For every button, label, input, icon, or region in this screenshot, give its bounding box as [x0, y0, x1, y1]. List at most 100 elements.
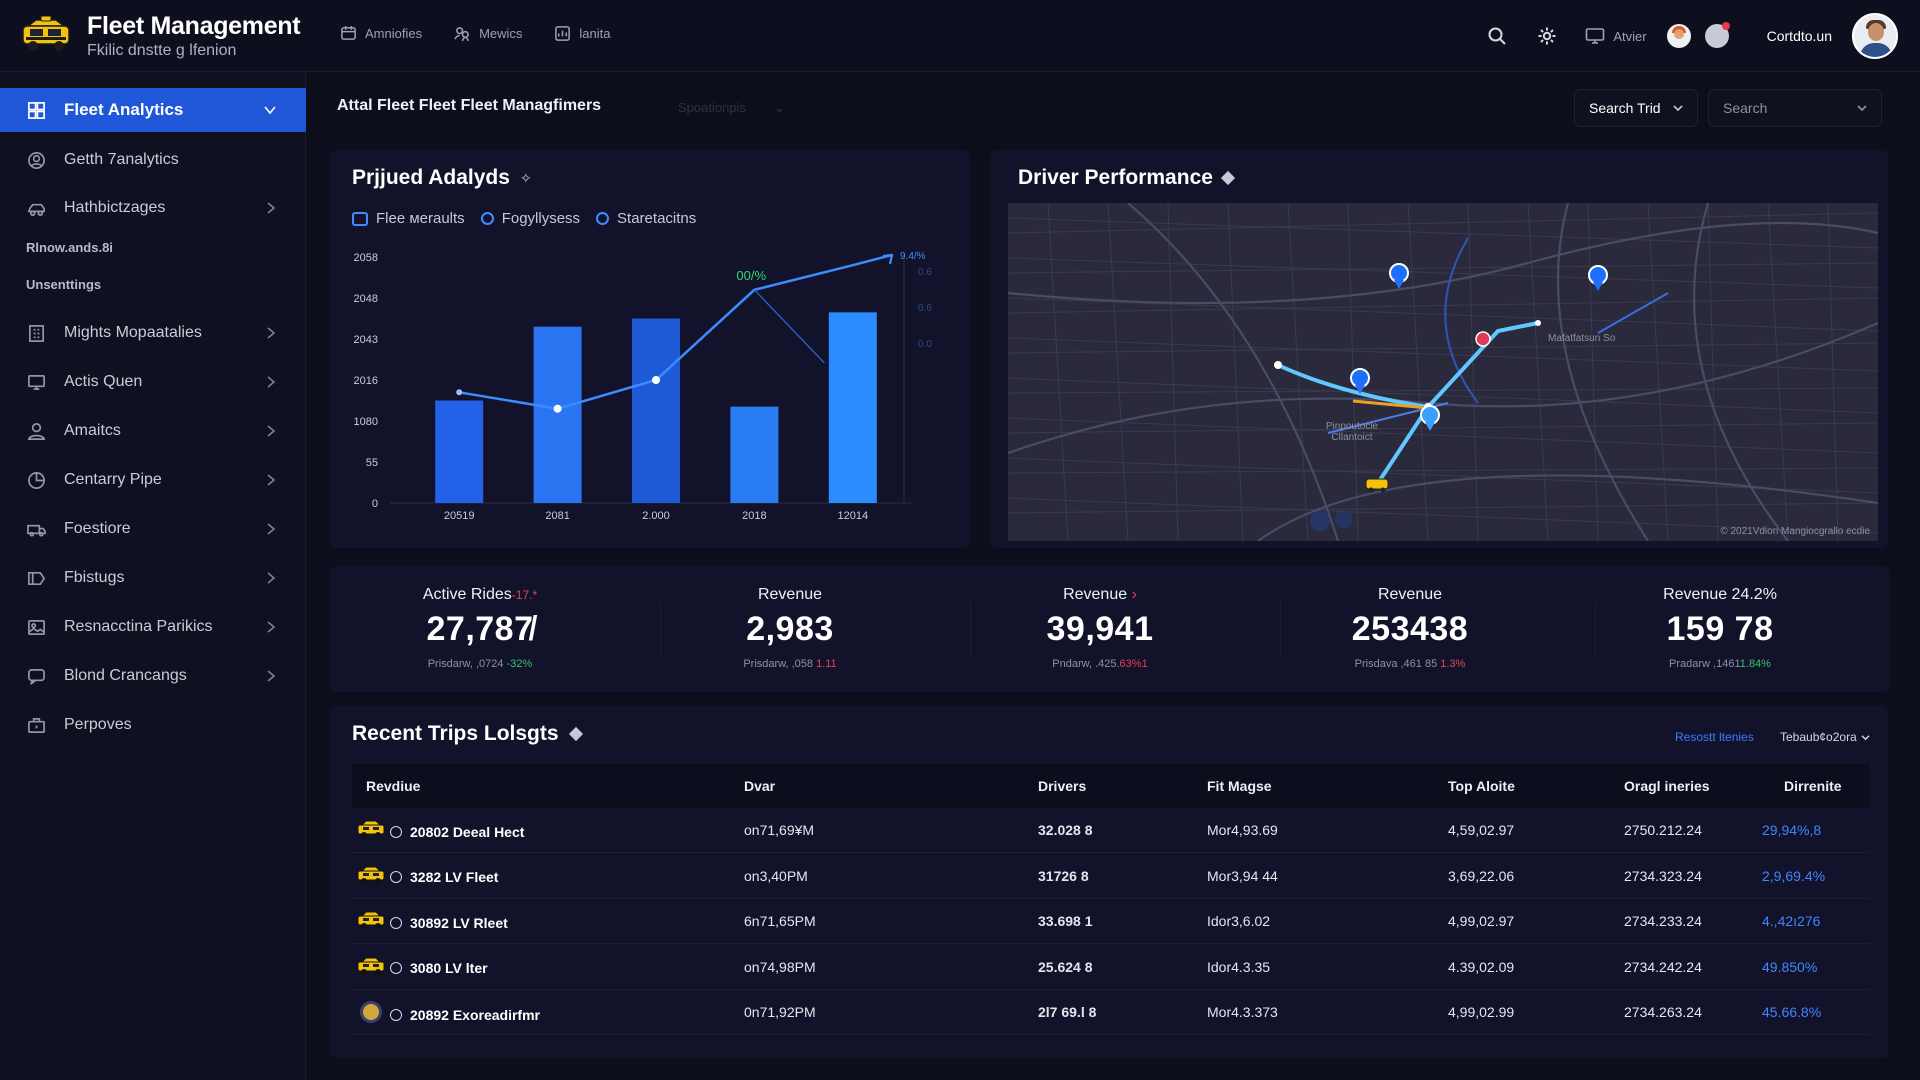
map-pin-icon[interactable]: [1420, 405, 1440, 431]
sidebar-item-foestiore[interactable]: Foestiore: [0, 509, 306, 549]
table-row[interactable]: 30892 LV Rleet 6n71,65PM 33.69‏1 8 Idor3,6.…: [352, 899, 1870, 944]
search-icon: [1488, 27, 1507, 45]
sidebar-item-mights[interactable]: Mights Mopaatalies: [0, 313, 306, 353]
column-header[interactable]: Dvar: [744, 778, 776, 794]
search-input[interactable]: Search: [1708, 89, 1882, 127]
legend-item[interactable]: Fogyllysess: [480, 210, 580, 227]
search-button[interactable]: [1479, 18, 1515, 54]
kpi-subtext: Prisdava ,461 85 1.3%: [1260, 658, 1560, 670]
sidebar-item-actis-quen[interactable]: Actis Quen: [0, 362, 306, 402]
settings-button[interactable]: [1529, 18, 1565, 54]
topnav-label: Amniofies: [365, 25, 423, 41]
table-cell: Mor4.3.373: [1207, 1004, 1278, 1020]
taxi-logo-icon[interactable]: [20, 16, 72, 56]
people-icon: [454, 26, 470, 41]
column-header[interactable]: Fit Magse: [1207, 778, 1272, 794]
trip-name: 20892 Exoreadirfmr: [410, 1006, 540, 1023]
sidebar-item-resnacctina[interactable]: Resnacctina Parikics: [0, 607, 306, 647]
column-header[interactable]: Drivers: [1038, 778, 1087, 794]
notification-bell-icon[interactable]: [1704, 22, 1730, 48]
table-row[interactable]: 3282 LV Fleet on3,40PM 31726 8 Mor3,94 44 3,…: [352, 854, 1870, 899]
topnav-item-amniofies[interactable]: Amniofies: [340, 22, 422, 44]
line-point: [456, 389, 463, 396]
monitor-toggle[interactable]: Atvier: [1579, 26, 1652, 46]
kpi-label: Revenue: [1377, 586, 1443, 603]
table-row[interactable]: 20892 Exoreadirfmr 0n71,92PM 2l7 69.l 8 Mor…: [352, 990, 1870, 1035]
sidebar-section-label: Unsenttings: [26, 277, 102, 292]
table-row[interactable]: 20802 Deeal Hect on71,69¥M 32.028 8 Mor4,93…: [352, 808, 1870, 853]
table-cell: 2734.242.24: [1624, 958, 1702, 975]
x-tick-label: 2018: [742, 510, 766, 522]
kpi-card[interactable]: Revenue › 39,941 Pndarw, .425.63%1: [950, 566, 1250, 692]
sidebar-section-label: Rlnow.ands.8i: [26, 240, 113, 255]
sidebar-item-blond-crancangs[interactable]: Blond Crancangs: [0, 656, 306, 696]
table-row[interactable]: 3080 LV lter on74,98PM 25.624 8 Idor4.3.35 4…: [352, 945, 1870, 990]
table-cell: 29,94%,8: [1762, 822, 1822, 838]
legend-label: Flee мeraults: [376, 210, 465, 227]
column-header[interactable]: Oragl ineries: [1624, 778, 1710, 794]
y-tick-label: 0: [372, 498, 378, 510]
chevron-right-icon: [266, 326, 276, 340]
ghost-filter[interactable]: Spoationpis ⌄: [678, 100, 785, 116]
table-link[interactable]: Resostt ltenies: [1675, 730, 1754, 744]
vehicle-icon: [26, 198, 46, 218]
chevron-right-icon: [266, 424, 276, 438]
table-cell: 2734.233.24: [1624, 913, 1702, 929]
sidebar-item-analytics[interactable]: Getth 7аnalytics: [0, 140, 306, 180]
team-avatar[interactable]: [1666, 24, 1691, 48]
kpi-card[interactable]: Revenue 2,983 Prisdarw, ,058 1.11: [640, 566, 940, 692]
map-pin-icon[interactable]: [1475, 331, 1491, 347]
sidebar-item-fbistugs[interactable]: Fbistugs: [0, 558, 306, 598]
kpi-delta: .63%1: [1116, 658, 1148, 670]
kpi-label-text: Active Rides: [422, 586, 512, 603]
map-pin-icon[interactable]: [1350, 368, 1370, 394]
sidebar: Fleet Analytics Getth 7аnalytics Hathbic…: [0, 72, 306, 1080]
sidebar-item-fleet-analytics[interactable]: Fleet Analytics: [0, 88, 306, 132]
sidebar-item-centarry-pipe[interactable]: Centarry Pipe: [0, 460, 306, 500]
taxi-marker-icon[interactable]: [1365, 478, 1389, 493]
user-avatar[interactable]: [1852, 13, 1898, 59]
chevron-right-icon: [266, 201, 276, 215]
legend-item[interactable]: Staretacitns: [596, 210, 696, 227]
topnav-item-lanita[interactable]: lanita: [554, 22, 611, 44]
kpi-card[interactable]: Revenue 253438 Prisdava ,461 85 1.3%: [1260, 566, 1560, 692]
table-sort-select[interactable]: Tebaub¢o2ora: [1780, 730, 1870, 744]
route-map[interactable]: Pinpoutocle Cllantoict Mafatfatsun So © …: [1008, 203, 1878, 541]
kpi-card[interactable]: Revenue 24.2% 159 78 Pradarw ,14611.84%: [1570, 566, 1870, 692]
truck-icon: [26, 519, 46, 539]
map-pin-icon[interactable]: [1588, 265, 1608, 291]
taxi-icon: [356, 910, 386, 935]
column-header[interactable]: Revdiue: [366, 778, 421, 794]
map-pin-icon[interactable]: [1389, 263, 1409, 289]
table-cell: on74,98PM: [744, 958, 816, 975]
sidebar-item-amaitcs[interactable]: Amaitcs: [0, 411, 306, 451]
kpi-divider: [660, 602, 661, 658]
y-tick-label: 55: [366, 457, 378, 469]
chevron-down-icon: [1857, 105, 1867, 112]
sidebar-item-hathbictzages[interactable]: Hathbictzages: [0, 188, 306, 228]
kpi-subtext: Prisdarw, ,058 1.11: [640, 658, 940, 670]
arrow-icon: [882, 253, 894, 265]
sidebar-item-perpoves[interactable]: Perpoves: [0, 705, 306, 745]
kpi-divider: [1595, 602, 1596, 658]
chevron-right-icon: [266, 473, 276, 487]
topnav-item-mewics[interactable]: Mewics: [454, 22, 522, 44]
user-name[interactable]: Cortdto.un: [1766, 28, 1832, 44]
kpi-card[interactable]: Active Rides-17.* 27,787̸ Prisdarw, ,072…: [330, 566, 630, 692]
table-cell: 45.66.8%: [1762, 1004, 1822, 1020]
sidebar-item-label: Mights Mopaatalies: [64, 324, 202, 341]
row-icons: 20802 Deeal Hect: [356, 819, 524, 844]
map-canvas[interactable]: [1008, 203, 1878, 541]
tag-icon: [26, 568, 46, 588]
column-header[interactable]: Dirrenite: [1784, 778, 1842, 794]
column-header[interactable]: Top Aloite: [1448, 778, 1515, 794]
table-cell: Mor4,93.69: [1207, 822, 1278, 838]
kpi-accent: ›: [1131, 586, 1137, 603]
legend-item[interactable]: Flee мeraults: [352, 210, 465, 227]
bar-line-chart: 2058 2048 2043 2016 1080 55 0 0.6 0.6 0.0 20519 208…: [354, 251, 933, 522]
legend-label: Staretacitns: [617, 210, 697, 227]
kpi-label: Active Rides-17.*: [330, 586, 630, 604]
search-placeholder: Search: [1723, 100, 1768, 116]
filter-select[interactable]: Search Trid: [1574, 89, 1698, 127]
chart-panel-title: Prjjued Adalyds ✧: [352, 166, 532, 190]
